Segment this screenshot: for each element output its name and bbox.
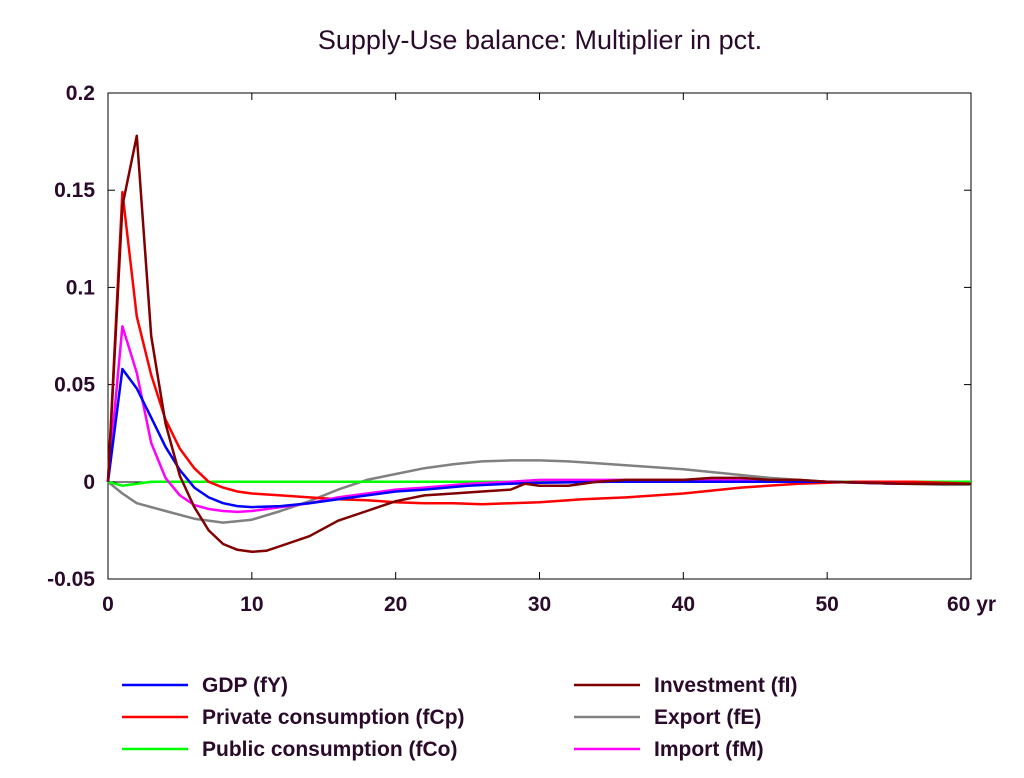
y-tick-label: 0	[83, 471, 95, 494]
legend: GDP (fY) Private consumption (fCp) Public …	[122, 674, 798, 761]
y-tick-label: -0.05	[47, 568, 95, 591]
x-tick-label: 10	[240, 593, 263, 616]
y-tick-label: 0.2	[66, 82, 95, 105]
chart-title: Supply-Use balance: Multiplier in pct.	[318, 25, 762, 55]
series-line	[106, 325, 971, 514]
series-line	[106, 367, 971, 509]
legend-label: Investment (fI)	[654, 674, 798, 697]
legend-label: Import (fM)	[654, 738, 764, 761]
ticks-layer: -0.05 0 0.05 0.1 0.15 0.2 0 10 20 30 40 50 60 yr	[47, 82, 996, 616]
x-tick-label: 50	[815, 593, 838, 616]
y-tick-label: 0.05	[54, 374, 95, 397]
legend-label: Public consumption (fCo)	[202, 738, 457, 761]
legend-label: GDP (fY)	[202, 674, 288, 697]
series-layer	[106, 134, 972, 554]
y-tick-label: 0.15	[54, 179, 95, 202]
x-tick-label: 40	[672, 593, 695, 616]
x-tick-label: 60 yr	[947, 593, 996, 616]
x-tick-label: 30	[528, 593, 551, 616]
x-tick-label: 20	[384, 593, 407, 616]
legend-label: Private consumption (fCp)	[202, 706, 465, 729]
series-line	[106, 190, 972, 506]
series-line	[106, 134, 971, 554]
legend-label: Export (fE)	[654, 706, 761, 729]
x-tick-label: 0	[102, 593, 114, 616]
y-tick-label: 0.1	[66, 276, 96, 299]
